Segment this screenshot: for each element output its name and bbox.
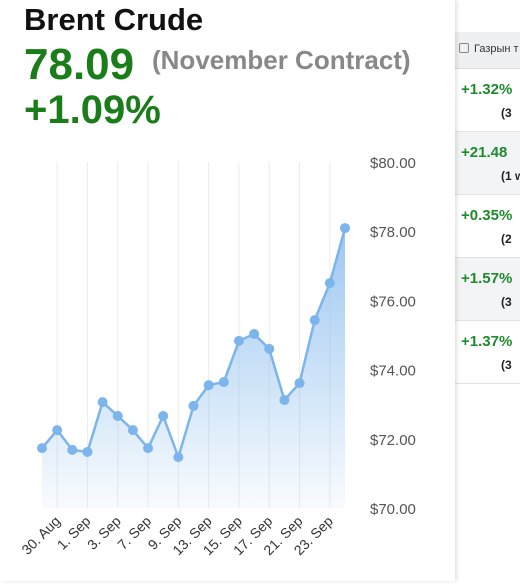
x-tick-label: 30. Aug: [18, 513, 63, 558]
row[interactable]: +1.37% (3: [455, 321, 520, 384]
y-tick-label: $74.00: [370, 363, 416, 380]
point: [324, 278, 335, 289]
contract: (November Contract): [152, 45, 411, 75]
note: (1 w: [501, 169, 520, 183]
y-tick-label: $70.00: [370, 501, 416, 518]
change: +1.37%: [461, 333, 513, 350]
point: [309, 315, 320, 326]
point: [249, 328, 260, 339]
note: (2: [501, 232, 512, 246]
point: [203, 380, 214, 391]
note: (3: [501, 295, 512, 309]
row[interactable]: +1.57% (3: [455, 258, 520, 321]
point: [37, 443, 47, 454]
point: [188, 400, 199, 411]
area: [42, 228, 345, 508]
point: [294, 378, 305, 389]
point: [52, 425, 63, 436]
point: [233, 335, 244, 346]
change: +0.35%: [461, 207, 513, 224]
chart: Brent Crude 78.09 (November Contract) +1…: [18, 2, 416, 558]
point: [279, 395, 290, 406]
tab-label[interactable]: Газрын т: [474, 43, 519, 55]
point: [173, 452, 184, 463]
point: [127, 425, 138, 436]
point: [340, 223, 350, 234]
change: +21.48: [461, 144, 508, 161]
change: +1.57%: [461, 270, 513, 287]
point: [218, 377, 229, 388]
widget: Brent Crude 78.09 (November Contract) +1…: [18, 2, 416, 559]
point: [82, 446, 93, 457]
point: [143, 443, 154, 454]
y-tick-label: $78.00: [370, 224, 416, 241]
row[interactable]: +1.32% (3: [455, 69, 520, 132]
row[interactable]: +21.48 (1 w: [455, 132, 520, 195]
y-tick-label: $76.00: [370, 293, 416, 310]
row[interactable]: +0.35% (2: [455, 195, 520, 258]
x-tick-label: 1. Sep: [54, 513, 94, 553]
y-tick-label: $72.00: [370, 432, 416, 449]
side-panel: Газрын т +1.32% (3 +21.48 (1 w +0.35% (2 +1…: [455, 0, 520, 581]
note: (3: [501, 358, 512, 372]
point: [158, 410, 169, 421]
x-tick-label: 7. Sep: [114, 513, 154, 553]
point: [264, 343, 275, 354]
price: 78.09: [24, 40, 134, 89]
tab[interactable]: Газрын т: [455, 32, 520, 69]
y-tick-label: $80.00: [370, 155, 416, 172]
x-tick-label: 3. Sep: [84, 513, 124, 553]
point: [97, 397, 108, 408]
point: [112, 410, 123, 421]
change: +1.09%: [24, 88, 161, 132]
change: +1.32%: [461, 81, 513, 98]
point: [67, 444, 78, 455]
title: Brent Crude: [24, 2, 203, 37]
note: (3: [501, 106, 512, 120]
